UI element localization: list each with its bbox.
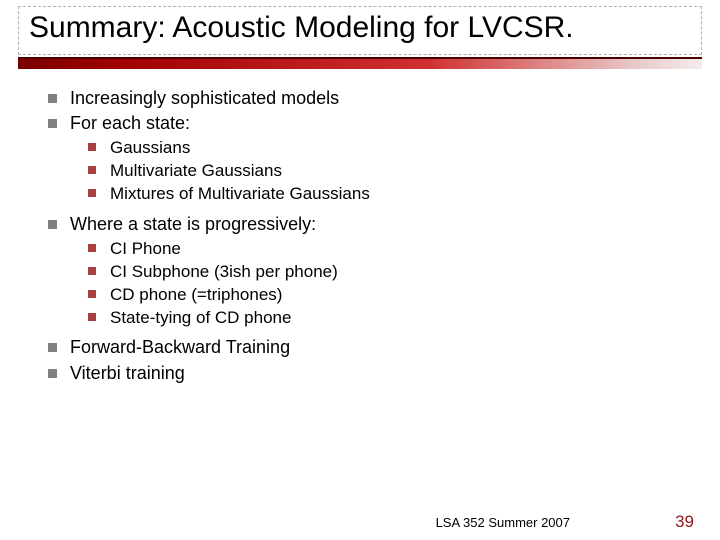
bullet-l2: Gaussians: [88, 137, 702, 159]
slide: Summary: Acoustic Modeling for LVCSR. In…: [0, 6, 720, 540]
bullet-l2: Multivariate Gaussians: [88, 160, 702, 182]
page-number: 39: [675, 512, 694, 532]
slide-body: Increasingly sophisticated models For ea…: [0, 69, 720, 386]
bullet-l1: For each state:: [48, 112, 702, 135]
bullet-l1: Forward-Backward Training: [48, 336, 702, 359]
bullet-l1: Viterbi training: [48, 362, 702, 385]
bullet-l2: CI Subphone (3ish per phone): [88, 261, 702, 283]
bullet-l1: Where a state is progressively:: [48, 213, 702, 236]
bullet-l1: Increasingly sophisticated models: [48, 87, 702, 110]
bullet-l2: State-tying of CD phone: [88, 307, 702, 329]
title-underline-bar: [18, 57, 702, 69]
bullet-l2: Mixtures of Multivariate Gaussians: [88, 183, 702, 205]
slide-title: Summary: Acoustic Modeling for LVCSR.: [29, 11, 691, 46]
bullet-l2: CD phone (=triphones): [88, 284, 702, 306]
footer: LSA 352 Summer 2007 39: [0, 510, 720, 530]
bullet-l2: CI Phone: [88, 238, 702, 260]
footer-course: LSA 352 Summer 2007: [436, 515, 570, 530]
title-box: Summary: Acoustic Modeling for LVCSR.: [18, 6, 702, 55]
